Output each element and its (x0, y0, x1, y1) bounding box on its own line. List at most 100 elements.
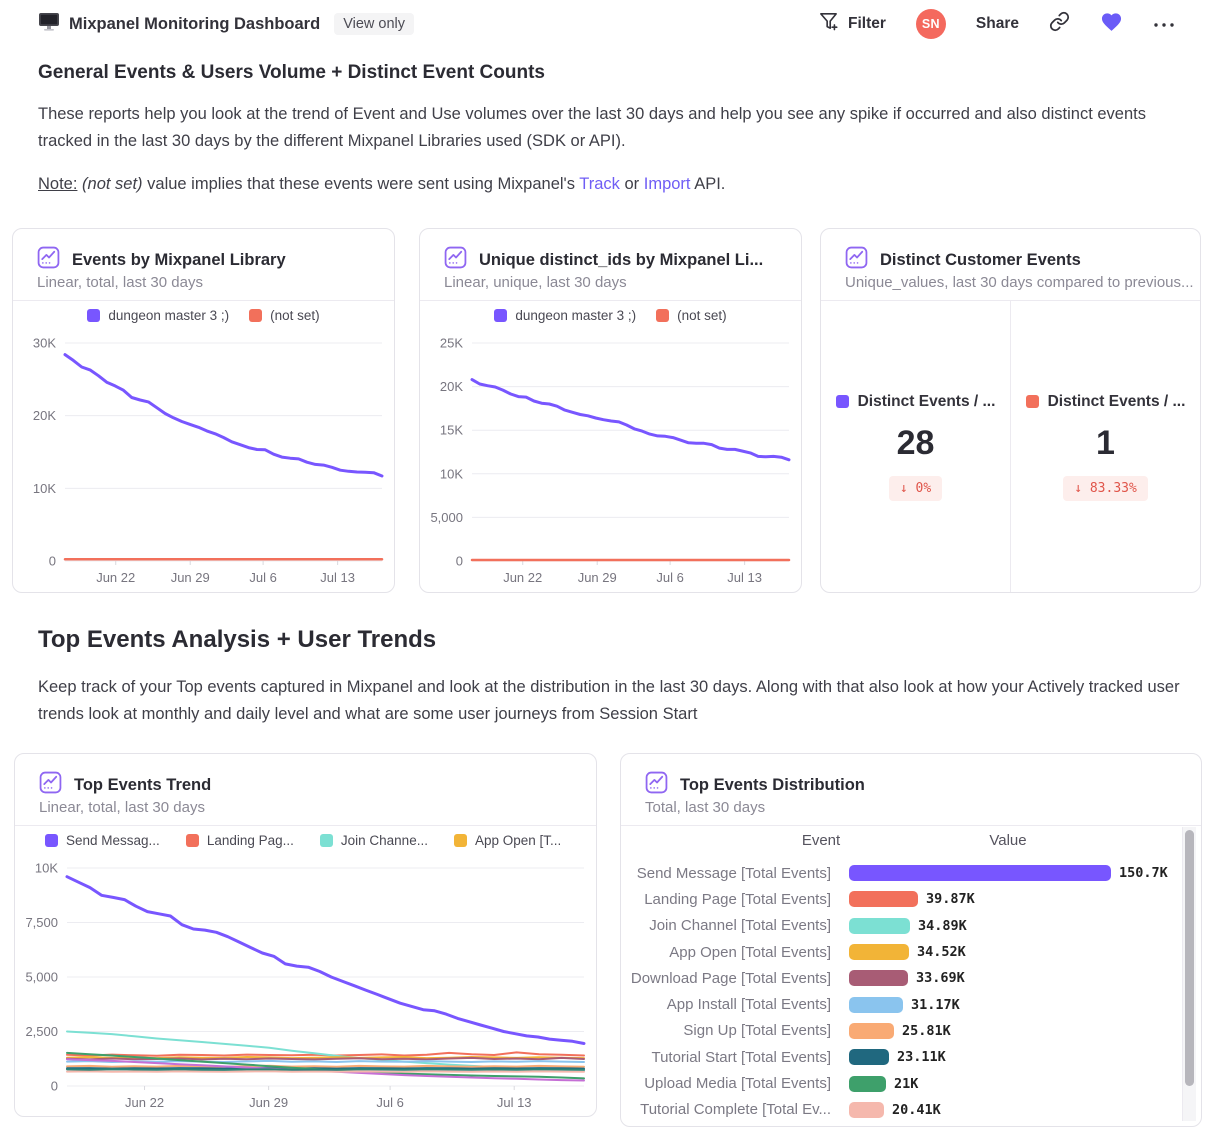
top-bar: Mixpanel Monitoring Dashboard View only … (38, 4, 1175, 44)
event-label: Upload Media [Total Events] (644, 1075, 831, 1093)
divider (13, 300, 394, 301)
metric-label: Distinct Events / ... (857, 392, 996, 410)
legend-item[interactable]: dungeon master 3 ;) (87, 308, 229, 323)
card-title: Distinct Customer Events (880, 250, 1081, 269)
avatar[interactable]: SN (915, 9, 946, 39)
svg-text:Jun 29: Jun 29 (578, 570, 617, 585)
section1-note: Note: (not set) value implies that these… (38, 175, 725, 194)
distribution-table: Send Message [Total Events] 150.7K Landing… (621, 860, 1177, 1126)
svg-text:0: 0 (51, 1079, 58, 1094)
column-header-value: Value (989, 832, 1027, 849)
svg-text:15K: 15K (440, 423, 463, 438)
value-bar (849, 891, 918, 908)
svg-text:Jul 13: Jul 13 (727, 570, 762, 585)
legend-swatch (835, 395, 849, 408)
legend-label: Landing Pag... (206, 833, 294, 848)
legend-item[interactable]: App Open [T... (453, 833, 562, 848)
svg-text:10K: 10K (440, 466, 463, 481)
dashboard-title: Mixpanel Monitoring Dashboard (69, 14, 321, 33)
table-row: Tutorial Start [Total Events] 23.11K (621, 1044, 1177, 1070)
copy-link-icon[interactable] (1049, 11, 1070, 37)
event-label: App Open [Total Events] (669, 943, 831, 961)
section1-heading: General Events & Users Volume + Distinct… (38, 62, 545, 83)
metric-delta-badge: ↓ 83.33% (1063, 475, 1148, 501)
legend-label: (not set) (677, 308, 727, 323)
legend-item[interactable]: Join Channe... (319, 833, 428, 848)
table-row: Join Channel [Total Events] 34.89K (621, 913, 1177, 939)
legend-item[interactable]: dungeon master 3 ;) (494, 308, 636, 323)
legend-label: dungeon master 3 ;) (515, 308, 637, 323)
value-label: 34.89K (918, 917, 967, 934)
chart-icon (845, 246, 868, 274)
value-bar (849, 1022, 894, 1039)
legend-item[interactable]: (not set) (656, 308, 727, 323)
metric-columns: Distinct Events / ... 28 ↓ 0% Distinct Even… (821, 301, 1200, 592)
legend-swatch (249, 309, 263, 322)
divider (15, 825, 596, 826)
avatar-initials: SN (921, 17, 940, 31)
legend-swatch (45, 834, 58, 847)
legend: dungeon master 3 ;) (not set) (420, 308, 801, 323)
value-bar (849, 996, 903, 1013)
svg-text:5,000: 5,000 (25, 970, 58, 985)
svg-text:7,500: 7,500 (25, 915, 58, 930)
table-row: App Install [Total Events] 31.17K (621, 991, 1177, 1017)
legend: dungeon master 3 ;) (not set) (13, 308, 394, 323)
legend-swatch (185, 834, 199, 847)
value-label: 150.7K (1119, 865, 1168, 882)
event-label: Tutorial Complete [Total Ev... (640, 1101, 831, 1119)
metric-column: Distinct Events / ... 1 ↓ 83.33% (1010, 301, 1200, 592)
chart-canvas[interactable]: 30K 20K 10K 0 Jun 22 Jun 29 Jul 6 Jul 13 (13, 329, 394, 589)
legend-item[interactable]: Send Messag... (45, 833, 160, 848)
svg-text:5,000: 5,000 (430, 510, 463, 525)
more-menu-icon[interactable] (1153, 15, 1175, 33)
divider (821, 300, 1200, 301)
metric-delta-badge: ↓ 0% (888, 475, 943, 501)
chart-canvas[interactable]: 25K 20K 15K 10K 5,000 0 Jun 22 Jun 29 Jul 6 Jul 1… (420, 329, 801, 589)
card-top-events-distribution: Top Events Distribution Total, last 30 d… (620, 753, 1202, 1127)
card-subtitle: Unique_values, last 30 days compared to … (845, 274, 1194, 291)
svg-text:0: 0 (49, 554, 56, 569)
scrollbar-thumb[interactable] (1185, 830, 1194, 1086)
value-bar (849, 1075, 886, 1092)
legend-swatch (656, 309, 670, 322)
note-or: or (624, 175, 640, 193)
metric-legend: Distinct Events / ... (835, 392, 996, 411)
svg-text:Jun 29: Jun 29 (249, 1095, 288, 1110)
card-subtitle: Linear, total, last 30 days (37, 274, 203, 291)
note-mid: value implies that these events were sen… (147, 175, 575, 193)
event-label: Landing Page [Total Events] (644, 890, 831, 908)
svg-text:2,500: 2,500 (25, 1024, 58, 1039)
import-link[interactable]: Import (643, 175, 691, 193)
filter-button[interactable]: Filter (818, 11, 886, 37)
table-header-row: Event Value (621, 832, 1201, 856)
scrollbar-track[interactable] (1182, 827, 1196, 1121)
legend-label: App Open [T... (474, 833, 562, 848)
value-label: 34.52K (917, 944, 966, 961)
section2-body: Keep track of your Top events captured i… (38, 678, 1180, 723)
event-label: Join Channel [Total Events] (649, 917, 831, 935)
track-link[interactable]: Track (579, 175, 620, 193)
legend-swatch (1025, 395, 1039, 408)
value-bar (849, 865, 1111, 882)
favorite-heart-icon[interactable] (1100, 11, 1123, 37)
event-label: Download Page [Total Events] (630, 969, 831, 987)
card-subtitle: Linear, total, last 30 days (39, 799, 205, 816)
legend-item[interactable]: (not set) (249, 308, 320, 323)
divider (621, 825, 1201, 826)
value-bar (849, 1049, 889, 1066)
table-row: Send Message [Total Events] 150.7K (621, 860, 1177, 886)
legend-swatch (494, 309, 508, 322)
legend-item[interactable]: Landing Pag... (185, 833, 294, 848)
table-row: Download Page [Total Events] 33.69K (621, 965, 1177, 991)
monitor-icon (38, 11, 60, 37)
card-title: Unique distinct_ids by Mixpanel Li... (479, 250, 764, 269)
chart-canvas[interactable]: 10K 7,500 5,000 2,500 0 Jun 22 Jun 29 Jul 6 Jul … (15, 854, 596, 1114)
card-top-events-trend: Top Events Trend Linear, total, last 30 … (14, 753, 597, 1117)
share-button[interactable]: Share (976, 15, 1019, 33)
card-subtitle: Total, last 30 days (645, 799, 766, 816)
event-label: Sign Up [Total Events] (683, 1022, 831, 1040)
svg-text:Jun 22: Jun 22 (96, 570, 135, 585)
chart-icon (37, 246, 60, 274)
